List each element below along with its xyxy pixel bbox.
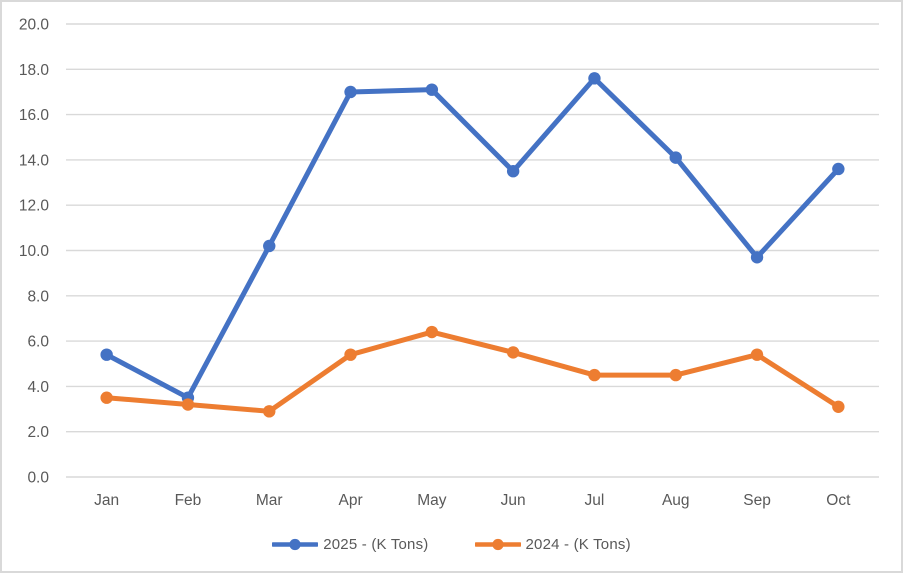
data-point-2024-apr: [344, 348, 357, 361]
legend-item-2025: 2025 - (K Tons): [272, 536, 428, 553]
legend-label-2025: 2025 - (K Tons): [323, 535, 429, 553]
x-axis-label-jan: Jan: [94, 492, 119, 509]
legend-marker-2025-icon: [272, 538, 319, 550]
y-axis-tick-label: 20.0: [19, 17, 50, 34]
data-point-2024-feb: [181, 398, 195, 411]
series-line-2024: [104, 329, 841, 414]
data-point-2024-jun: [506, 346, 520, 359]
x-axis-label-apr: Apr: [338, 492, 362, 509]
legend-marker-2024-icon: [474, 538, 521, 550]
y-axis-tick-label: 0.0: [27, 470, 49, 487]
y-axis-tick-label: 12.0: [19, 198, 50, 215]
x-axis-label-feb: Feb: [175, 492, 202, 509]
y-axis-tick-label: 2.0: [27, 424, 49, 441]
data-point-2025-sep: [750, 251, 764, 264]
data-point-2025-mar: [263, 239, 276, 253]
x-axis-label-mar: Mar: [256, 492, 283, 509]
data-point-2024-may: [425, 325, 439, 339]
data-point-2024-aug: [669, 368, 682, 382]
data-point-2025-aug: [669, 151, 682, 164]
chart-legend: 2025 - (K Tons) 2024 - (K Tons): [2, 528, 901, 560]
x-axis-label-jul: Jul: [585, 492, 605, 509]
y-axis-tick-label: 16.0: [19, 107, 50, 124]
x-axis-label-may: May: [417, 492, 447, 509]
y-axis-tick-label: 18.0: [19, 62, 50, 79]
y-axis-tick-label: 6.0: [27, 334, 49, 351]
x-axis-label-sep: Sep: [743, 492, 771, 509]
plot-area: 0.0 2.0 4.0 6.0 8.0 10.0 12.0 14.0 16.0 18.0 20.0 J…: [19, 17, 879, 509]
data-point-2025-jan: [100, 348, 113, 361]
y-axis-tick-label: 10.0: [19, 243, 50, 260]
y-axis-tick-label: 4.0: [27, 379, 49, 396]
data-point-2025-jul: [588, 72, 601, 85]
data-point-2025-oct: [832, 162, 845, 176]
series-line-2025: [104, 75, 841, 401]
data-point-2025-may: [425, 83, 439, 96]
y-axis-tick-label: 14.0: [19, 152, 50, 169]
data-point-2024-jul: [588, 368, 601, 382]
legend-label-2024: 2024 - (K Tons): [525, 535, 631, 553]
data-point-2025-jun: [506, 165, 520, 178]
data-point-2024-mar: [263, 405, 276, 418]
data-point-2024-sep: [750, 348, 764, 361]
x-axis-label-aug: Aug: [662, 492, 690, 509]
legend-item-2024: 2024 - (K Tons): [474, 535, 631, 553]
x-axis-label-oct: Oct: [826, 492, 851, 509]
data-point-2024-oct: [832, 400, 845, 413]
data-point-2025-apr: [344, 85, 357, 99]
data-point-2024-jan: [100, 391, 113, 404]
y-axis-tick-label: 8.0: [27, 288, 49, 305]
x-axis-label-jun: Jun: [501, 492, 526, 509]
